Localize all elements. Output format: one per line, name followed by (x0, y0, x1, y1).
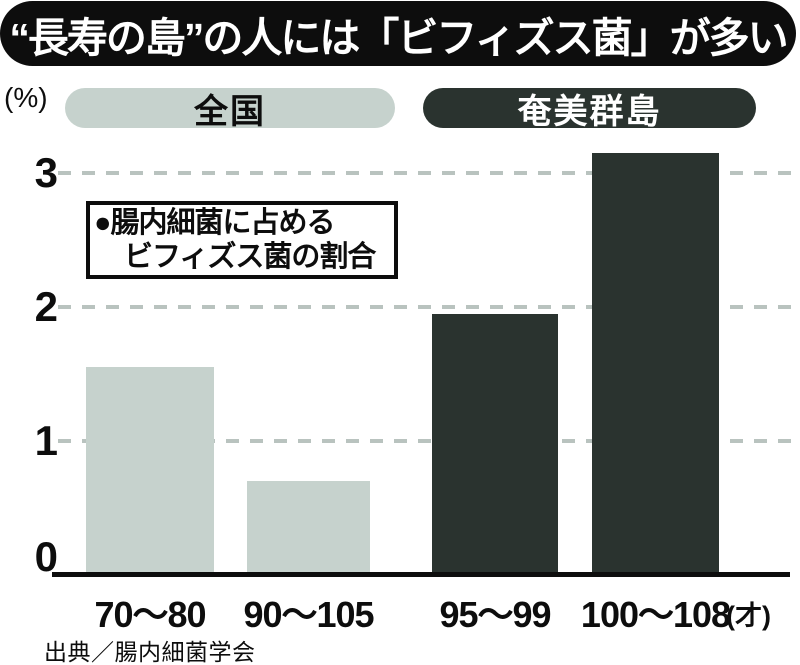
x-axis-line (52, 572, 790, 577)
annotation-box: ●腸内細菌に占める ビフィズス菌の割合 (86, 201, 398, 279)
y-axis-unit-label: (%) (4, 82, 48, 113)
gridline-2-percent (58, 305, 795, 309)
bar-national-90-105 (247, 481, 370, 575)
annotation-line1: ●腸内細菌に占める (94, 207, 336, 239)
x-label-90-105: 90〜105 (243, 594, 374, 635)
legend-amami-label: 奄美群島 (517, 92, 662, 131)
source-credit: 出典／腸内細菌学会 (44, 639, 256, 665)
y-tick-label-1: 1 (34, 417, 58, 464)
title-banner: “長寿の島”の人には「ビフィズス菌」が多い (0, 1, 796, 66)
legend-national-pill: 全国 (65, 88, 395, 131)
x-label-70-80: 70〜80 (94, 594, 206, 635)
y-tick-label-2: 2 (34, 283, 58, 330)
legend-national-label: 全国 (194, 92, 266, 131)
bar-national-70-80 (86, 367, 214, 575)
bar-amami-95-99 (432, 314, 558, 575)
y-tick-label-3: 3 (34, 149, 58, 196)
page-title: “長寿の島”の人には「ビフィズス菌」が多い (9, 14, 788, 61)
annotation-line2: ビフィズス菌の割合 (124, 241, 376, 273)
y-tick-label-0: 0 (34, 533, 58, 580)
gridline-1-percent (58, 439, 795, 443)
x-label-100-108: 100〜108 (580, 594, 731, 635)
x-axis-unit-label: (才) (726, 601, 771, 631)
gridline-3-percent (58, 171, 795, 175)
x-label-95-99: 95〜99 (439, 594, 551, 635)
bar-amami-100-108 (592, 153, 719, 575)
legend-amami-pill: 奄美群島 (423, 88, 756, 131)
